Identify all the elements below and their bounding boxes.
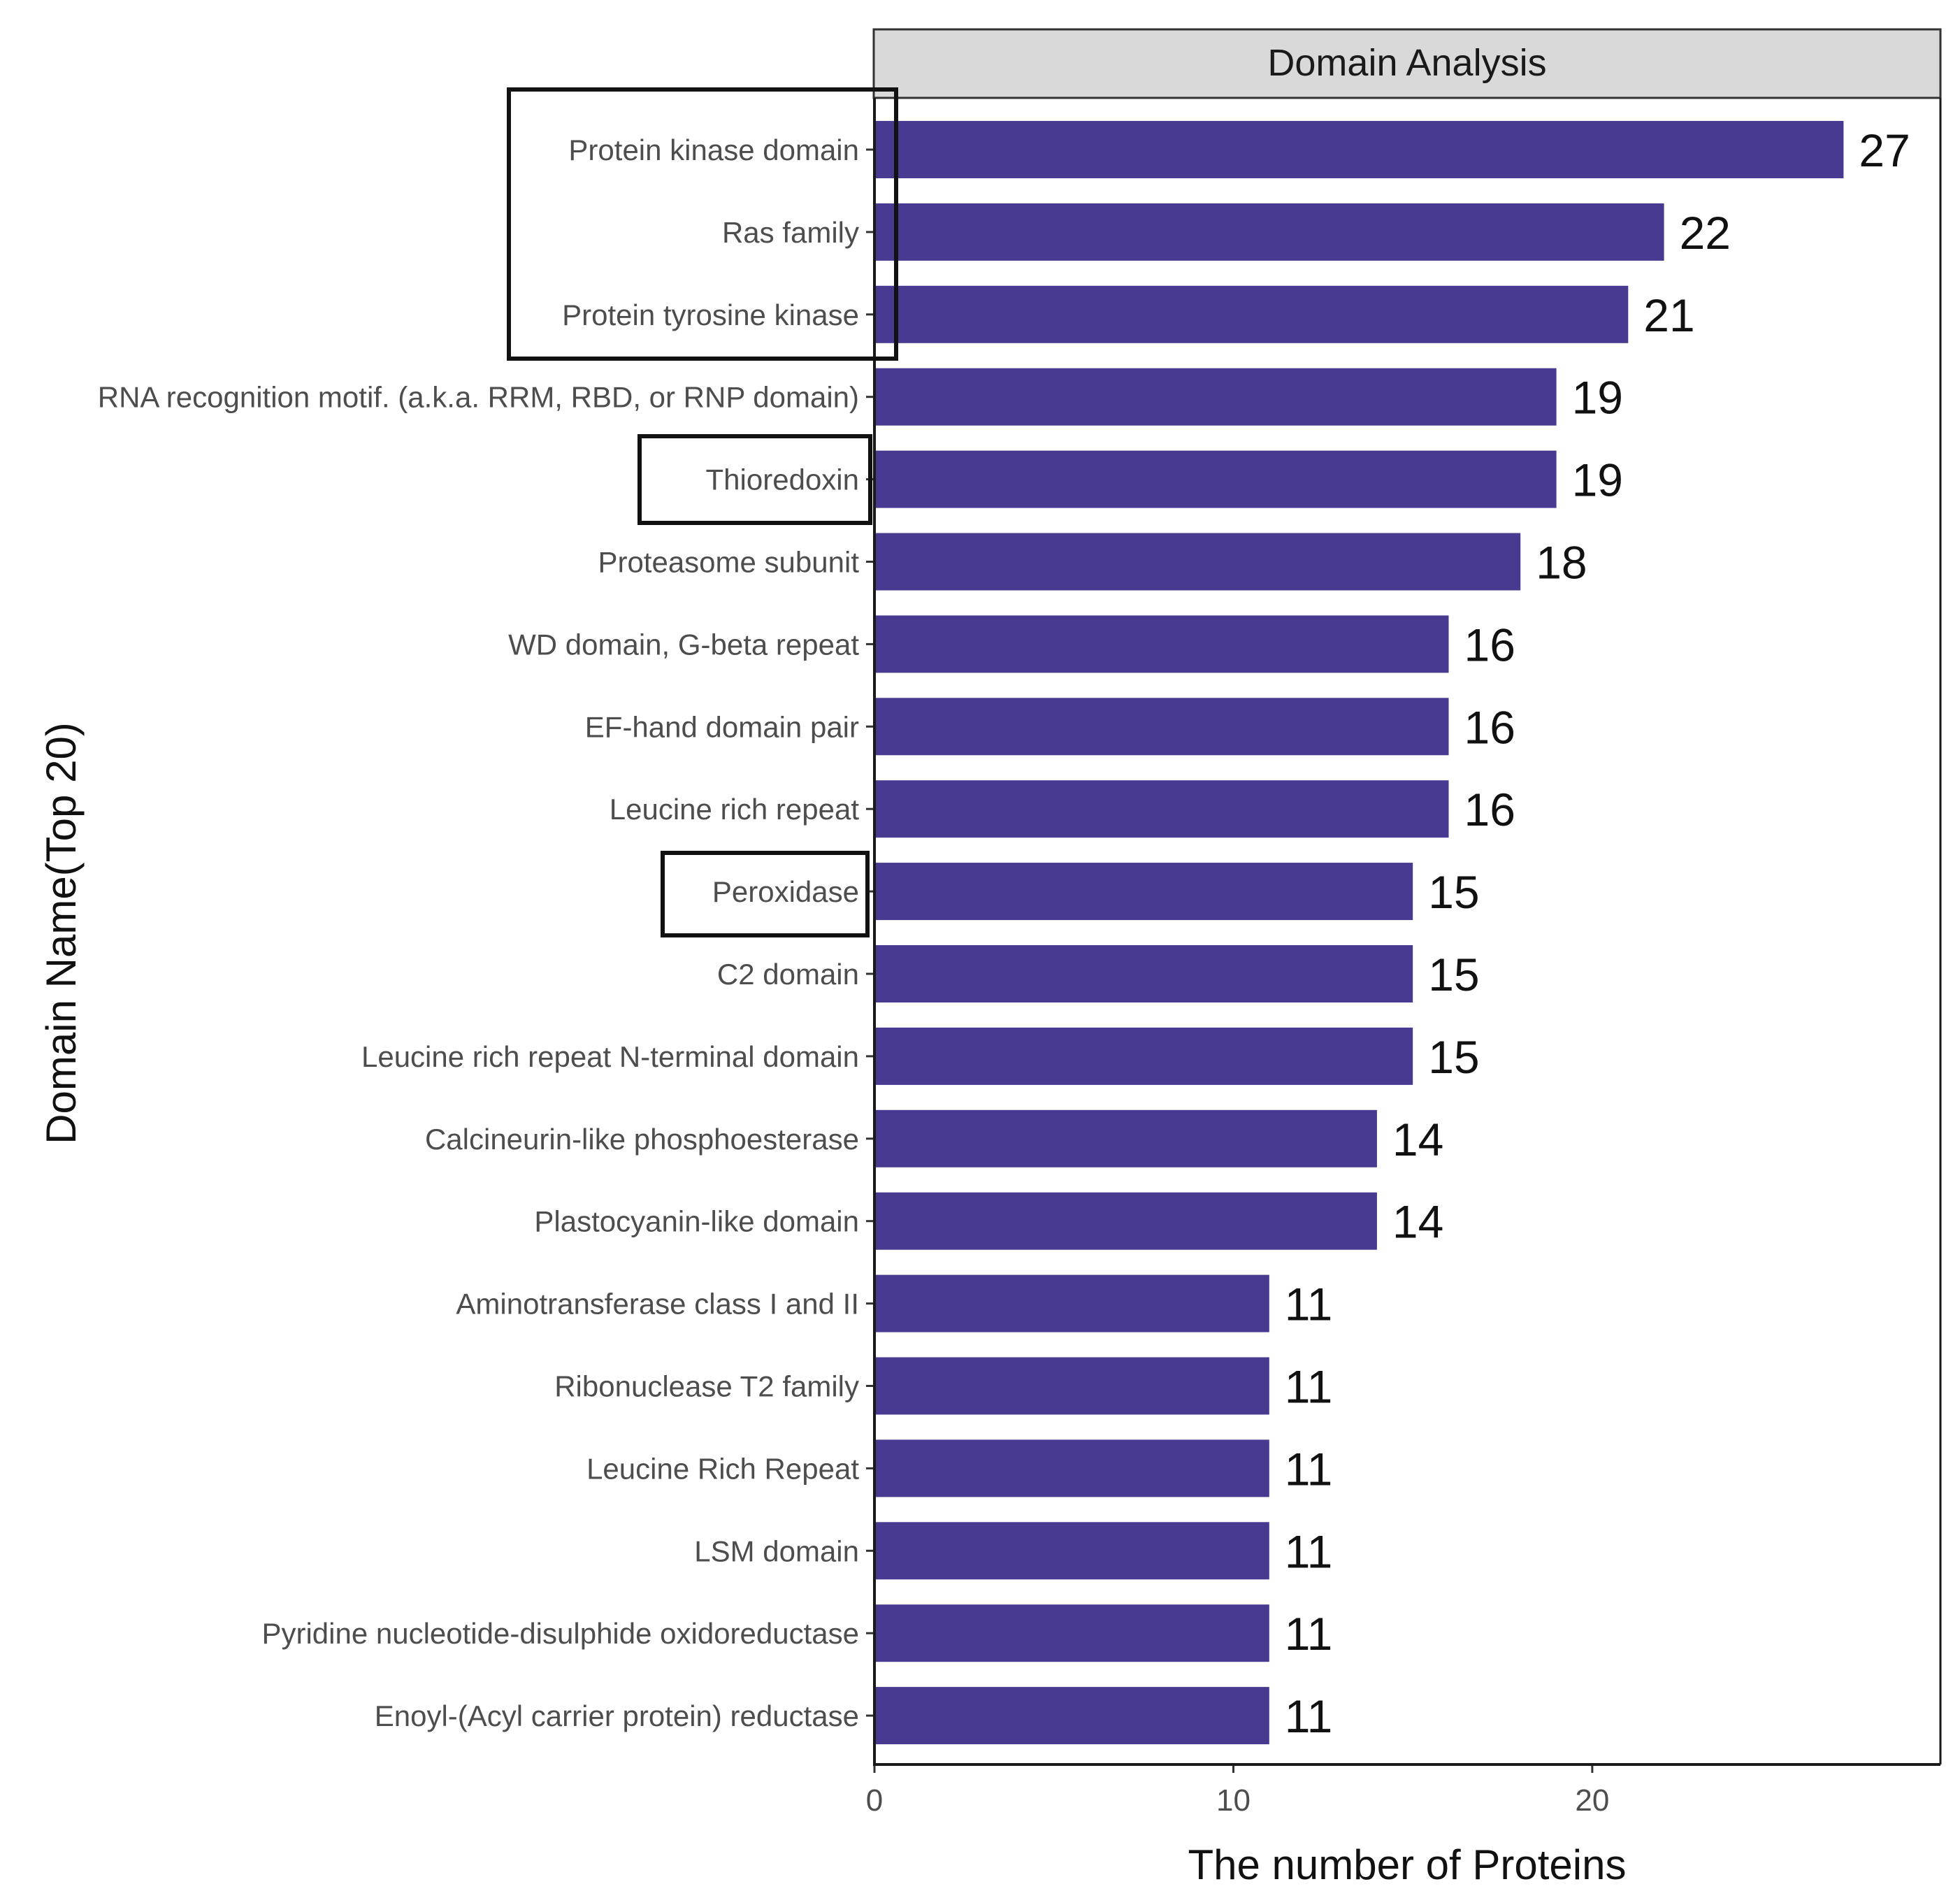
facet-title: Domain Analysis — [1267, 42, 1546, 84]
category-label-proteasome-subunit: Proteasome subunit — [598, 546, 859, 579]
value-label-wd-domain-g-beta-repeat: 16 — [1464, 619, 1515, 670]
bar-plastocyanin-like-domain — [874, 1192, 1377, 1250]
category-label-pyridine-nucleotide-disulphide-oxidoreductase: Pyridine nucleotide-disulphide oxidoredu… — [261, 1617, 859, 1650]
bar-wd-domain-g-beta-repeat — [874, 615, 1449, 673]
value-label-ef-hand-domain-pair: 16 — [1464, 701, 1515, 753]
category-label-ras-family: Ras family — [722, 216, 859, 249]
value-label-protein-kinase-domain: 27 — [1859, 124, 1910, 176]
bar-calcineurin-like-phosphoesterase — [874, 1109, 1377, 1167]
x-tick-label-10: 10 — [1216, 1783, 1251, 1818]
x-axis-title: The number of Proteins — [1188, 1841, 1627, 1888]
bar-protein-tyrosine-kinase — [874, 285, 1629, 343]
category-label-wd-domain-g-beta-repeat: WD domain, G-beta repeat — [508, 628, 859, 661]
bar-thioredoxin — [874, 450, 1557, 508]
value-label-calcineurin-like-phosphoesterase: 14 — [1392, 1114, 1443, 1165]
value-label-plastocyanin-like-domain: 14 — [1392, 1196, 1443, 1248]
category-label-leucine-rich-repeat: Leucine Rich Repeat — [586, 1452, 859, 1485]
bar-ef-hand-domain-pair — [874, 698, 1449, 756]
category-label-plastocyanin-like-domain: Plastocyanin-like domain — [534, 1205, 859, 1238]
value-label-leucine-rich-repeat: 11 — [1285, 1443, 1333, 1495]
category-label-calcineurin-like-phosphoesterase: Calcineurin-like phosphoesterase — [425, 1123, 859, 1156]
value-labels-layer: 27 22 21 19 19 18 16 16 16 15 15 15 14 14 11 11 11 11 11 11 — [1285, 124, 1910, 1742]
facet-strip — [872, 28, 1942, 99]
bar-peroxidase — [874, 863, 1413, 921]
value-label-enoyl-acyl-carrier-protein-reductase: 11 — [1285, 1690, 1333, 1742]
category-label-leucine-rich-repeat: Leucine rich repeat — [610, 793, 860, 826]
bars-layer — [874, 121, 1844, 1745]
value-label-ras-family: 22 — [1680, 207, 1731, 259]
category-label-protein-kinase-domain: Protein kinase domain — [568, 134, 859, 166]
value-label-lsm-domain: 11 — [1285, 1525, 1333, 1577]
bar-ras-family — [874, 203, 1664, 261]
bar-aminotransferase-class-i-and-ii — [874, 1274, 1269, 1332]
value-label-rna-recognition-motif-a-k-a-rrm-rbd-or-rnp-domain: 19 — [1572, 372, 1623, 424]
bar-c2-domain — [874, 945, 1413, 1002]
bar-rna-recognition-motif-a-k-a-rrm-rbd-or-rnp-domain — [874, 368, 1557, 426]
x-tick-label-0: 0 — [866, 1783, 883, 1818]
value-label-leucine-rich-repeat-n-terminal-domain: 15 — [1428, 1031, 1479, 1083]
bar-leucine-rich-repeat-n-terminal-domain — [874, 1027, 1413, 1085]
category-label-aminotransferase-class-i-and-ii: Aminotransferase class I and II — [456, 1288, 859, 1321]
y-axis-tick-labels: Protein kinase domain Ras family Protein t… — [98, 134, 860, 1732]
value-label-thioredoxin: 19 — [1572, 454, 1623, 506]
category-label-c2-domain: C2 domain — [717, 958, 859, 991]
value-label-c2-domain: 15 — [1428, 949, 1479, 1000]
bar-proteasome-subunit — [874, 533, 1521, 591]
value-label-ribonuclease-t2-family: 11 — [1285, 1361, 1333, 1413]
value-label-aminotransferase-class-i-and-ii: 11 — [1285, 1279, 1333, 1330]
bar-pyridine-nucleotide-disulphide-oxidoreductase — [874, 1604, 1269, 1662]
value-label-leucine-rich-repeat: 16 — [1464, 784, 1515, 835]
x-axis-tick-labels: 0 10 20 — [866, 1783, 1610, 1818]
bar-protein-kinase-domain — [874, 121, 1844, 178]
category-label-thioredoxin: Thioredoxin — [706, 463, 859, 496]
category-label-ribonuclease-t2-family: Ribonuclease T2 family — [554, 1370, 859, 1403]
highlight-box-kinase-group — [507, 87, 898, 361]
category-label-enoyl-acyl-carrier-protein-reductase: Enoyl-(Acyl carrier protein) reductase — [375, 1699, 859, 1732]
category-label-lsm-domain: LSM domain — [694, 1534, 859, 1567]
category-label-leucine-rich-repeat-n-terminal-domain: Leucine rich repeat N-terminal domain — [361, 1040, 859, 1073]
category-label-peroxidase: Peroxidase — [712, 875, 859, 908]
y-axis-title: Domain Name(Top 20) — [38, 722, 85, 1144]
bar-lsm-domain — [874, 1522, 1269, 1580]
value-label-protein-tyrosine-kinase: 21 — [1643, 289, 1694, 341]
value-label-peroxidase: 15 — [1428, 866, 1479, 918]
category-label-protein-tyrosine-kinase: Protein tyrosine kinase — [562, 299, 859, 331]
bar-enoyl-acyl-carrier-protein-reductase — [874, 1687, 1269, 1745]
bar-leucine-rich-repeat — [874, 1439, 1269, 1497]
value-label-pyridine-nucleotide-disulphide-oxidoreductase: 11 — [1285, 1608, 1333, 1660]
x-tick-label-20: 20 — [1575, 1783, 1609, 1818]
highlight-box-thioredoxin — [637, 434, 872, 525]
value-label-proteasome-subunit: 18 — [1536, 537, 1587, 589]
category-label-ef-hand-domain-pair: EF-hand domain pair — [585, 710, 859, 743]
bar-leucine-rich-repeat — [874, 780, 1449, 838]
bar-ribonuclease-t2-family — [874, 1357, 1269, 1415]
highlight-box-peroxidase — [661, 851, 870, 937]
category-label-rna-recognition-motif-a-k-a-rrm-rbd-or-rnp-domain: RNA recognition motif. (a.k.a. RRM, RBD,… — [98, 381, 859, 414]
